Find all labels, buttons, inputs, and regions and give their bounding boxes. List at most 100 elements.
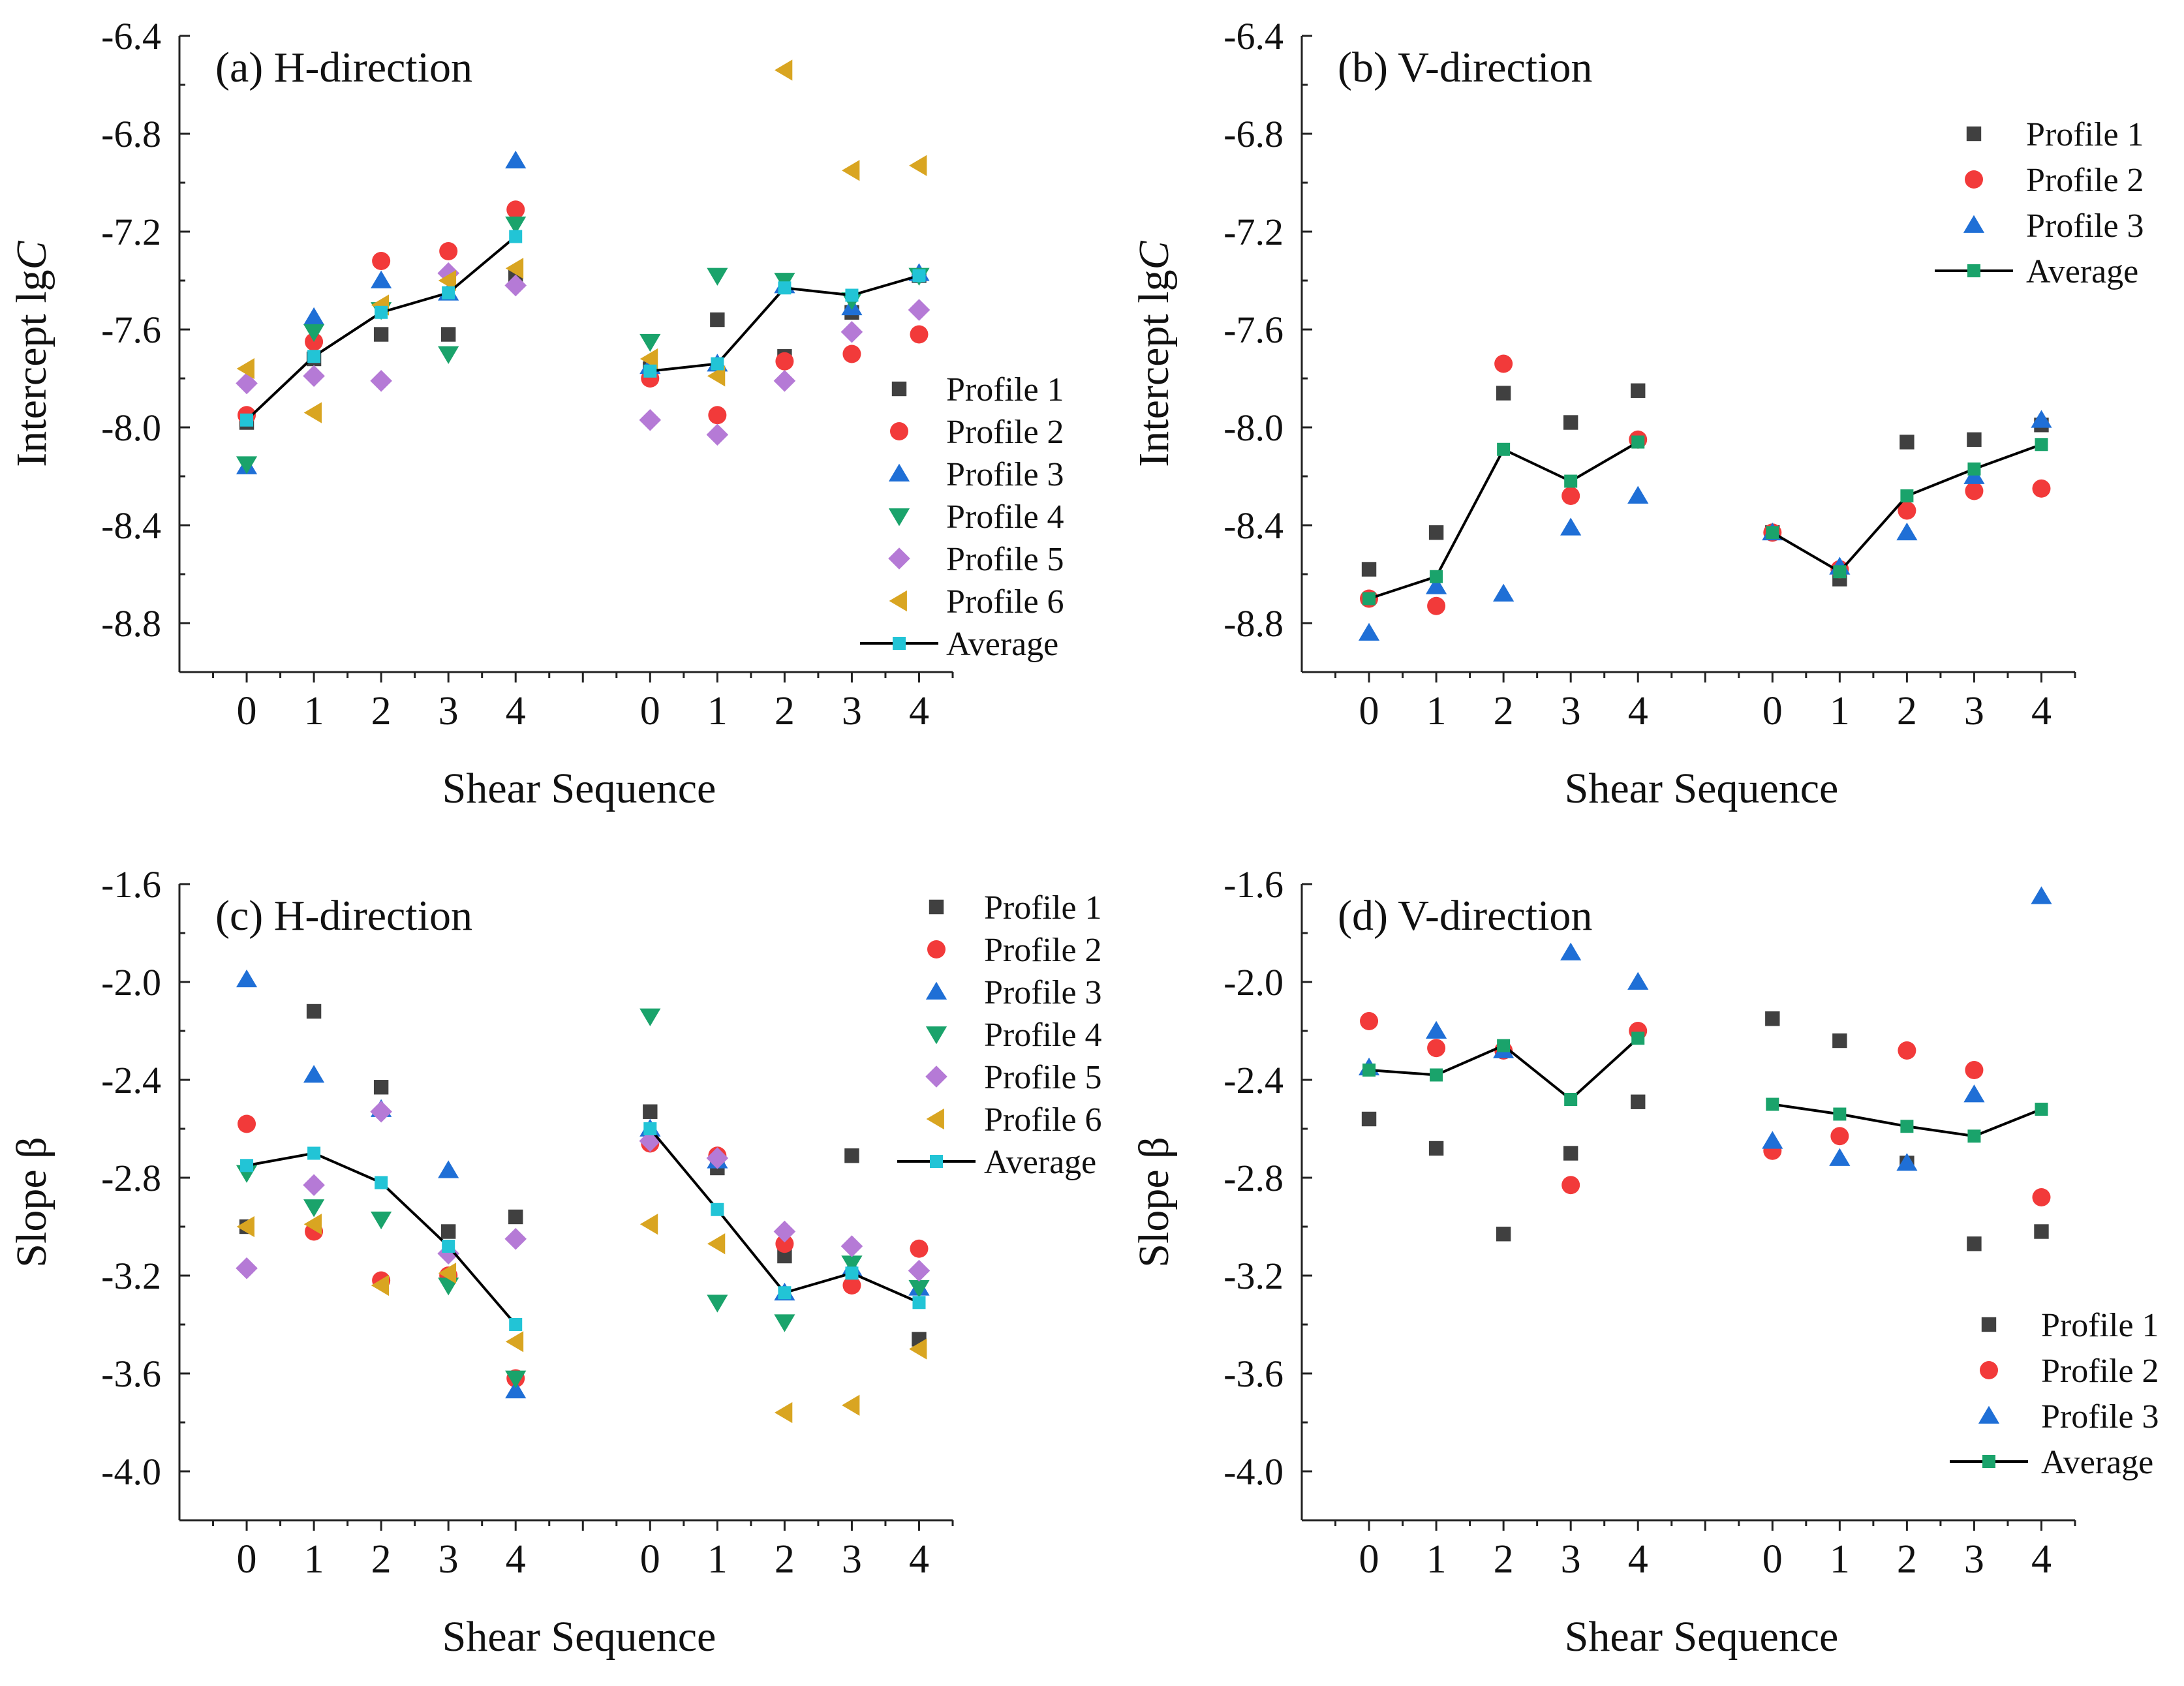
- data-point-profile-6: [909, 1338, 927, 1360]
- data-point-profile-6: [371, 1274, 390, 1296]
- data-point-profile-3: [1829, 1148, 1851, 1166]
- data-point-average: [240, 1159, 254, 1173]
- data-point-profile-2: [2032, 1188, 2051, 1206]
- legend-marker-profile-5: [925, 1065, 947, 1088]
- data-point-average: [711, 357, 724, 371]
- x-tick-label: 3: [438, 689, 459, 733]
- y-axis-title-italic: C: [1130, 240, 1178, 269]
- data-point-profile-5: [840, 1235, 863, 1257]
- data-point-profile-5: [504, 1227, 527, 1250]
- y-tick-label: -4.0: [1223, 1450, 1284, 1493]
- data-point-profile-4: [841, 1255, 863, 1274]
- data-point-profile-3: [371, 270, 392, 288]
- data-point-profile-2: [842, 1276, 861, 1295]
- data-point-profile-5: [303, 365, 325, 388]
- x-tick-label: 2: [371, 1537, 392, 1582]
- data-point-profile-1: [1765, 1011, 1780, 1026]
- y-axis-title-main: Intercept lg: [1130, 269, 1178, 467]
- data-point-profile-1: [1428, 1141, 1444, 1156]
- legend-marker-average: [893, 637, 906, 650]
- y-axis-title-main: Slope β: [8, 1137, 55, 1267]
- data-point-profile-6: [842, 160, 860, 181]
- x-tick-label: 0: [1359, 1537, 1379, 1582]
- data-point-profile-1: [373, 1080, 389, 1095]
- legend-label-profile-3: Profile 3: [2041, 1398, 2159, 1435]
- x-tick-label: 4: [2031, 1537, 2052, 1582]
- series-profile-2: [238, 200, 929, 425]
- data-point-profile-2: [1898, 501, 1916, 520]
- data-point-average: [1900, 1120, 1914, 1133]
- x-tick-label: 4: [2031, 689, 2052, 733]
- x-tick-label: 0: [1359, 689, 1379, 733]
- y-tick-label: -7.6: [101, 309, 161, 351]
- data-point-average: [2035, 1103, 2048, 1116]
- legend-marker-profile-2: [1980, 1361, 1998, 1379]
- data-point-average: [1833, 565, 1847, 579]
- x-tick-label: 3: [1964, 1537, 1984, 1582]
- data-point-average: [778, 281, 792, 295]
- y-tick-label: -6.4: [101, 15, 161, 57]
- x-tick-label: 3: [1561, 1537, 1581, 1582]
- y-tick-label: -1.6: [1223, 863, 1284, 906]
- data-point-profile-4: [236, 456, 258, 474]
- data-point-profile-3: [438, 1160, 459, 1178]
- legend-label-profile-3: Profile 3: [2026, 207, 2144, 245]
- data-point-profile-3: [1896, 522, 1918, 541]
- y-tick-label: -3.2: [101, 1255, 161, 1297]
- data-point-profile-4: [505, 216, 527, 235]
- data-point-average: [375, 305, 388, 319]
- data-point-profile-6: [639, 1214, 658, 1235]
- x-axis-title: Shear Sequence: [442, 1613, 716, 1661]
- y-axis-title-main: Slope β: [1130, 1137, 1178, 1267]
- data-point-average: [1900, 489, 1914, 502]
- data-point-profile-2: [708, 406, 727, 425]
- data-point-average: [1497, 442, 1511, 456]
- data-point-profile-3: [1358, 622, 1380, 641]
- data-point-profile-2: [910, 325, 929, 344]
- y-tick-label: -8.0: [1223, 406, 1284, 449]
- y-tick-label: -4.0: [101, 1450, 161, 1493]
- legend-marker-profile-3: [1978, 1405, 2000, 1424]
- data-point-profile-4: [707, 1295, 728, 1313]
- x-tick-label: 0: [237, 1537, 257, 1582]
- x-tick-label: 3: [842, 1537, 862, 1582]
- data-point-profile-2: [1561, 1176, 1580, 1195]
- legend-marker-profile-4: [888, 508, 910, 527]
- data-point-profile-2: [1898, 1041, 1916, 1060]
- y-axis-title: Intercept lgC: [8, 240, 55, 467]
- data-point-profile-1: [1631, 383, 1646, 398]
- data-point-profile-6: [303, 1214, 322, 1235]
- data-point-profile-2: [1494, 354, 1513, 373]
- chart-title: (c) H-direction: [215, 892, 472, 940]
- data-point-profile-6: [774, 1402, 793, 1424]
- data-point-profile-4: [908, 1280, 930, 1298]
- data-point-profile-1: [1428, 525, 1444, 540]
- x-tick-label: 0: [1762, 1537, 1783, 1582]
- data-point-profile-2: [2032, 479, 2051, 498]
- x-tick-label: 4: [506, 689, 526, 733]
- data-point-profile-6: [236, 1216, 254, 1238]
- legend-marker-profile-2: [890, 422, 908, 440]
- x-tick-label: 3: [1964, 689, 1984, 733]
- data-point-average: [912, 269, 926, 283]
- data-point-profile-5: [236, 372, 258, 395]
- data-point-profile-1: [1899, 435, 1915, 450]
- data-point-profile-1: [508, 1209, 523, 1225]
- data-point-profile-3: [1896, 1153, 1918, 1171]
- legend-label-profile-6: Profile 6: [946, 583, 1064, 621]
- data-point-profile-5: [303, 1174, 325, 1197]
- legend: Profile 1 Profile 2 Profile 3 Average: [1950, 1307, 2159, 1481]
- data-point-profile-3: [505, 150, 527, 169]
- legend: Profile 1 Profile 2 Profile 3 Average: [1935, 116, 2144, 290]
- data-point-profile-3: [303, 1065, 325, 1083]
- legend-label-average: Average: [984, 1144, 1096, 1181]
- legend-marker-profile-3: [888, 463, 910, 482]
- x-tick-label: 2: [775, 1537, 795, 1582]
- x-tick-label: 1: [304, 1537, 324, 1582]
- chart-panel-d: -1.6 -2.0 -2.4 -2.8 -3.2 -3.6 -4.0 0 1 2 3 4 0 1 2 3 4 Sh…: [1130, 863, 2159, 1661]
- legend-label-average: Average: [2041, 1444, 2153, 1481]
- y-axis-title-italic: C: [8, 240, 55, 269]
- data-point-average: [1631, 435, 1645, 449]
- data-point-profile-1: [1631, 1094, 1646, 1109]
